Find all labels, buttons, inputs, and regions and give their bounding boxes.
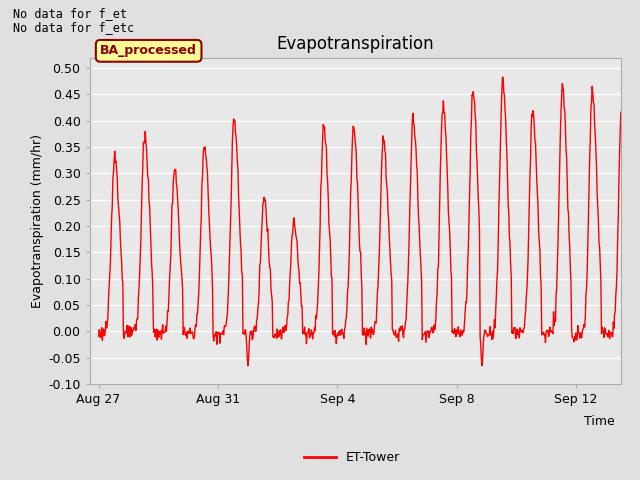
Text: Time: Time [584, 415, 614, 428]
Legend: ET-Tower: ET-Tower [300, 446, 404, 469]
Text: No data for f_et: No data for f_et [13, 7, 127, 20]
Title: Evapotranspiration: Evapotranspiration [276, 35, 434, 53]
Y-axis label: Evapotranspiration (mm/hr): Evapotranspiration (mm/hr) [31, 134, 44, 308]
Text: No data for f_etc: No data for f_etc [13, 21, 134, 34]
Text: BA_processed: BA_processed [100, 44, 197, 57]
